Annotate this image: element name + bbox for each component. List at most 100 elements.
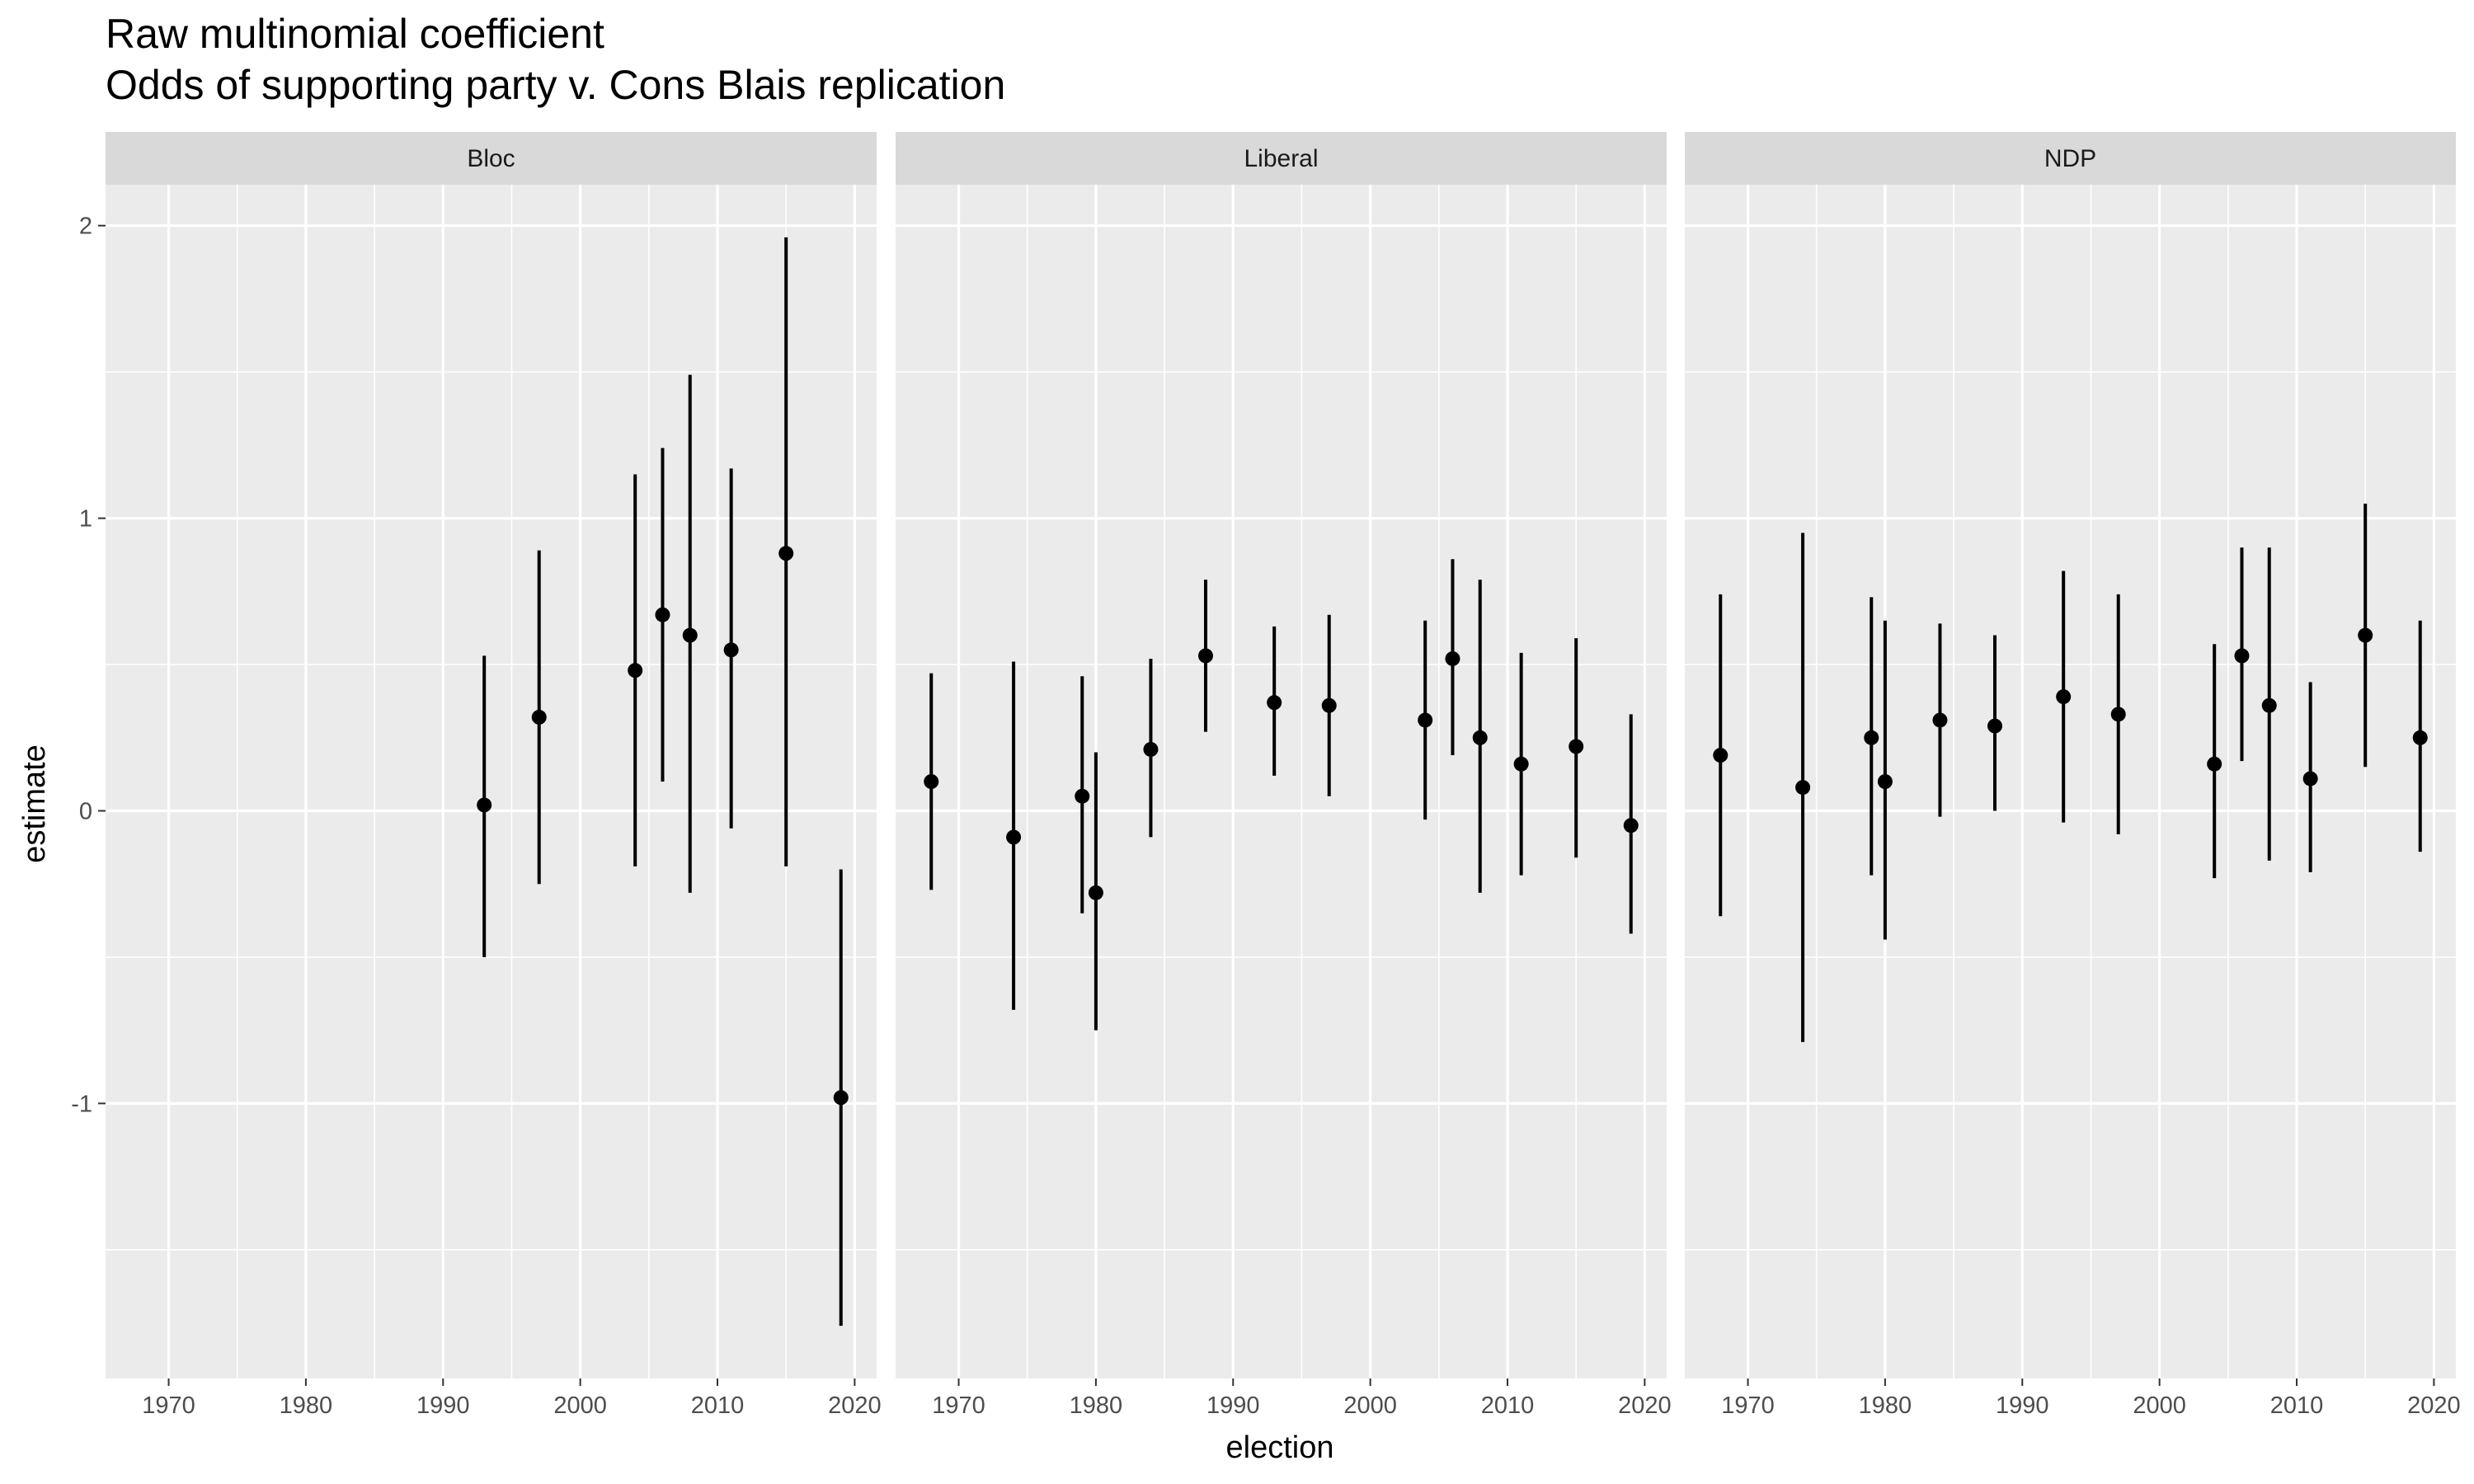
pointrange-liberal-1980 — [1088, 752, 1103, 1031]
estimate-point — [1006, 829, 1022, 845]
x-tick-label: 2000 — [1343, 1392, 1397, 1419]
estimate-point — [531, 709, 547, 725]
facet-panels: Bloc 1970 1980 1990 2000 2010 2020 Liberal 1970 1… — [106, 132, 2461, 1419]
facet-panel-bloc: Bloc 1970 1980 1990 2000 2010 2020 — [106, 132, 882, 1419]
estimate-point — [1088, 885, 1103, 900]
estimate-point — [1075, 788, 1090, 804]
estimate-point — [1713, 748, 1729, 763]
y-tick-label: 0 — [79, 798, 92, 824]
x-tick-label: 2020 — [1618, 1392, 1672, 1419]
estimate-point — [655, 607, 670, 622]
y-tick-label: 2 — [79, 214, 92, 240]
estimate-point — [1445, 650, 1460, 666]
estimate-point — [1321, 697, 1337, 713]
panel-background — [1685, 185, 2456, 1378]
x-tick-label: 1970 — [932, 1392, 985, 1419]
estimate-point — [2056, 689, 2072, 705]
panel-background — [106, 185, 877, 1378]
estimate-point — [477, 797, 492, 813]
x-tick-label: 1990 — [1996, 1392, 2049, 1419]
estimate-point — [1864, 730, 1879, 745]
pointrange-bloc-2015 — [778, 237, 794, 866]
pointrange-ndp-2004 — [2207, 644, 2222, 879]
pointrange-ndp-1988 — [1987, 635, 2002, 811]
facet-strip — [1685, 132, 2456, 185]
estimate-point — [1267, 695, 1282, 711]
x-tick-label: 2000 — [2133, 1392, 2186, 1419]
x-tick-label: 1980 — [280, 1392, 333, 1419]
estimate-point — [2302, 771, 2318, 787]
pointrange-ndp-1984 — [1932, 623, 1948, 817]
estimate-point — [628, 663, 643, 679]
x-tick-label: 1970 — [1721, 1392, 1775, 1419]
x-tick-label: 1980 — [1859, 1392, 1912, 1419]
y-tick-label: 1 — [79, 506, 92, 533]
estimate-point — [1932, 712, 1948, 728]
pointrange-bloc-2008 — [682, 374, 698, 893]
pointrange-ndp-1974 — [1795, 533, 1811, 1042]
pointrange-liberal-2006 — [1445, 559, 1460, 756]
pointrange-ndp-2011 — [2302, 682, 2318, 873]
pointrange-ndp-1980 — [1877, 620, 1893, 940]
estimate-point — [2358, 627, 2373, 643]
pointrange-liberal-1988 — [1197, 580, 1213, 732]
estimate-point — [2234, 648, 2250, 664]
estimate-point — [1569, 739, 1584, 754]
x-tick-label: 2010 — [1481, 1392, 1535, 1419]
pointrange-bloc-2019 — [833, 869, 849, 1327]
estimate-point — [1623, 818, 1639, 834]
estimate-point — [1795, 780, 1811, 796]
pointrange-liberal-2019 — [1623, 714, 1639, 934]
estimate-point — [682, 627, 698, 643]
estimate-point — [2110, 707, 2126, 722]
pointrange-bloc-2011 — [723, 468, 739, 829]
pointrange-ndp-1997 — [2110, 594, 2126, 834]
pointrange-ndp-1979 — [1864, 597, 1879, 876]
estimate-point — [2412, 730, 2428, 745]
pointrange-bloc-1993 — [477, 655, 492, 957]
x-tick-label: 1980 — [1070, 1392, 1123, 1419]
pointrange-ndp-2006 — [2234, 547, 2250, 762]
pointrange-bloc-2004 — [628, 474, 643, 866]
estimate-point — [1418, 712, 1433, 728]
facet-strip-label: Liberal — [1244, 145, 1318, 172]
pointrange-liberal-1968 — [924, 673, 939, 890]
estimate-point — [1472, 730, 1488, 745]
chart-subtitle: Odds of supporting party v. Cons Blais r… — [106, 62, 1005, 108]
pointrange-liberal-2015 — [1569, 638, 1584, 858]
pointrange-ndp-1993 — [2056, 571, 2072, 823]
pointrange-liberal-1993 — [1267, 626, 1282, 776]
pointrange-liberal-2004 — [1418, 620, 1433, 820]
pointrange-ndp-1968 — [1713, 594, 1729, 917]
estimate-point — [1987, 718, 2002, 734]
x-tick-label: 2010 — [2270, 1392, 2324, 1419]
x-axis-title: election — [1226, 1430, 1334, 1465]
x-tick-label: 1990 — [1206, 1392, 1260, 1419]
pointrange-ndp-2019 — [2412, 620, 2428, 852]
chart-title: Raw multinomial coefficient — [106, 11, 604, 57]
pointrange-liberal-1979 — [1075, 676, 1090, 913]
estimate-point — [1513, 756, 1529, 772]
x-tick-label: 2010 — [691, 1392, 745, 1419]
y-tick-label: -1 — [71, 1091, 92, 1117]
facet-panel-liberal: Liberal 1970 1980 1990 2000 2010 2020 — [896, 132, 1672, 1419]
y-axis: -1 0 1 2 — [71, 214, 106, 1117]
estimate-point — [833, 1090, 849, 1106]
facet-strip-label: Bloc — [467, 145, 515, 172]
estimate-point — [1143, 741, 1159, 757]
estimate-point — [778, 546, 794, 561]
y-axis-title: estimate — [17, 744, 52, 863]
estimate-point — [1197, 648, 1213, 664]
pointrange-ndp-2015 — [2358, 503, 2373, 768]
facet-strip-label: NDP — [2044, 145, 2096, 172]
x-tick-label: 1990 — [416, 1392, 470, 1419]
x-tick-label: 2000 — [553, 1392, 607, 1419]
pointrange-bloc-1997 — [531, 550, 547, 885]
pointrange-liberal-1997 — [1321, 614, 1337, 796]
facet-strip — [896, 132, 1667, 185]
pointrange-liberal-1974 — [1006, 661, 1022, 1010]
x-tick-label: 1970 — [142, 1392, 195, 1419]
facet-panel-ndp: NDP 1970 1980 1990 2000 2010 2020 — [1685, 132, 2461, 1419]
pointrange-liberal-1984 — [1143, 658, 1159, 838]
facet-strip — [106, 132, 877, 185]
